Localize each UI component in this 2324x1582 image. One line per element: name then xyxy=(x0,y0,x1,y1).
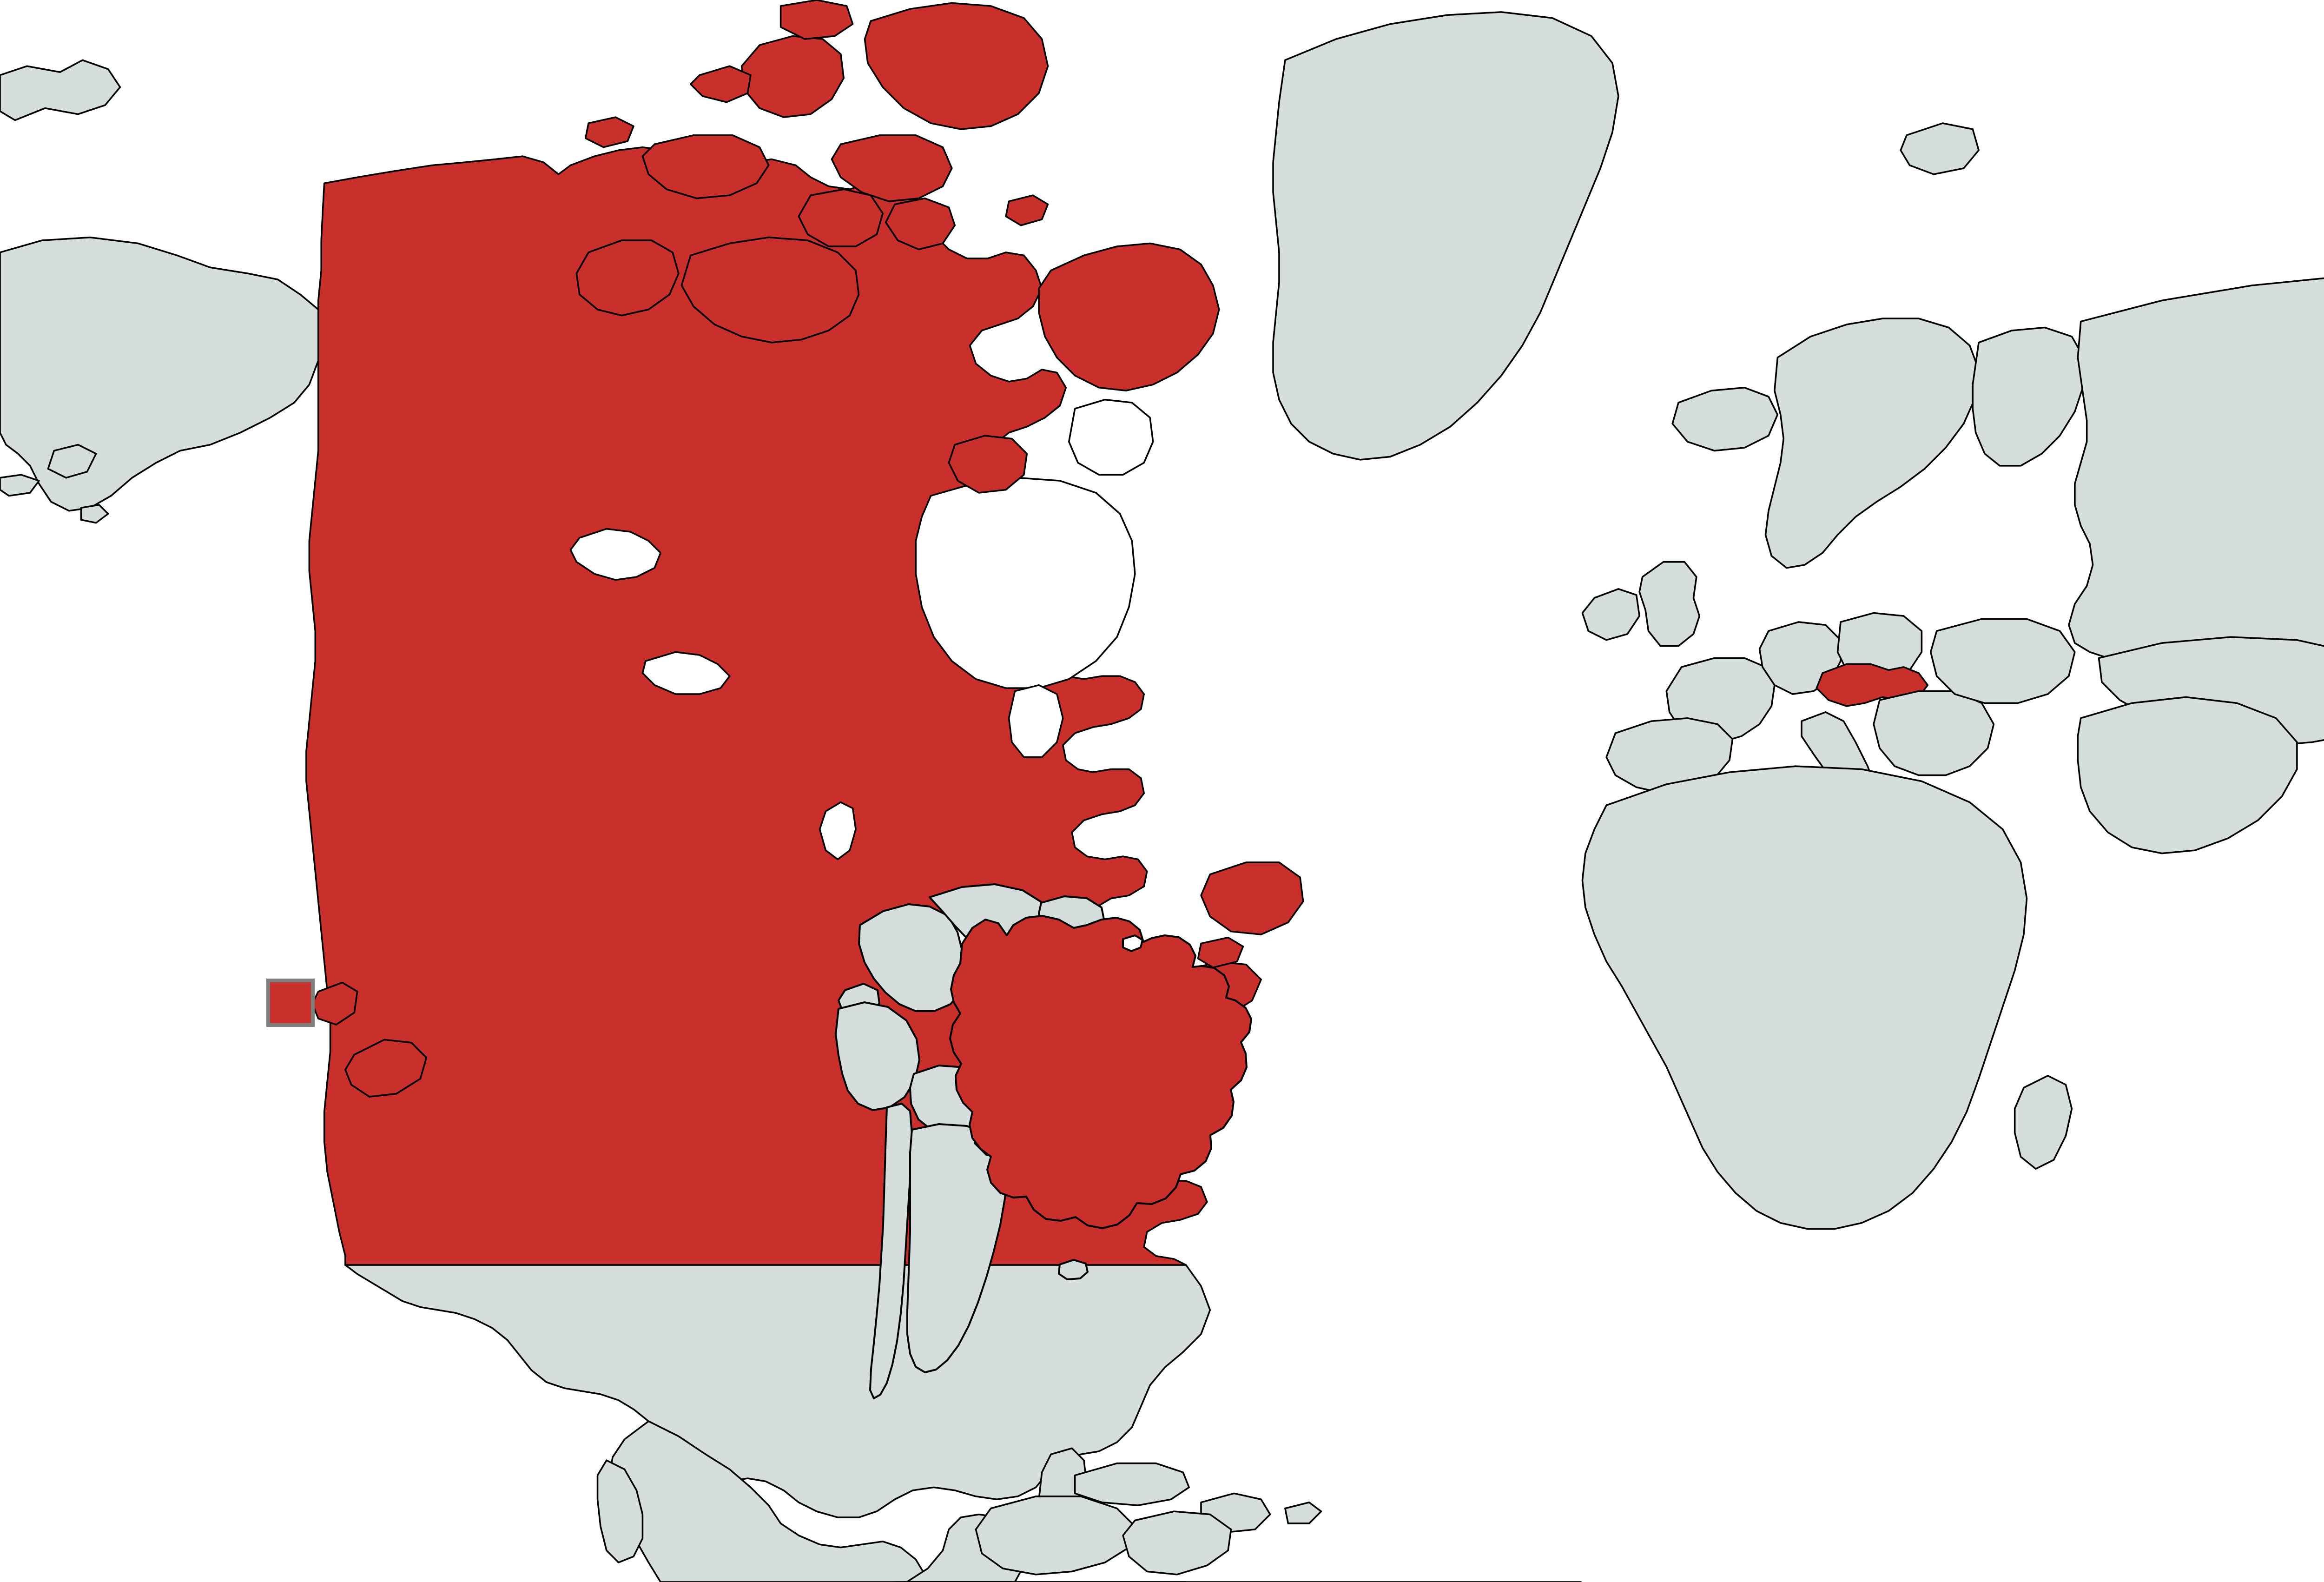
canada-small-isl-2[interactable] xyxy=(690,65,752,103)
island-falklands[interactable] xyxy=(1058,1259,1089,1280)
canada-pei[interactable] xyxy=(1197,936,1244,969)
country-guyanas[interactable] xyxy=(1122,1510,1232,1575)
country-greenland[interactable] xyxy=(1272,11,1619,461)
canada-ellesmere-island[interactable] xyxy=(864,2,1049,130)
country-ukraine[interactable] xyxy=(1930,618,2076,704)
canada-devon-island[interactable] xyxy=(831,134,953,202)
country-venezuela[interactable] xyxy=(975,1496,1136,1575)
canada-vancouver-island[interactable] xyxy=(344,1039,428,1098)
country-russia-chukotka[interactable] xyxy=(0,59,121,121)
great-bear-lake xyxy=(569,528,661,581)
country-russia[interactable] xyxy=(2068,273,2324,748)
country-chile[interactable] xyxy=(869,1103,913,1399)
country-peru[interactable] xyxy=(835,1001,920,1111)
country-finland[interactable] xyxy=(1972,326,2085,467)
canada-newfoundland[interactable] xyxy=(1200,861,1304,935)
canada-small-isl-1[interactable] xyxy=(1005,194,1049,226)
canada-prince-of-wales[interactable] xyxy=(798,188,884,247)
country-scandinavia[interactable] xyxy=(1764,318,1980,569)
hudson-bay xyxy=(915,477,1136,689)
canada-banks-island[interactable] xyxy=(575,239,680,317)
south-america-layer[interactable] xyxy=(641,665,1408,1582)
island-svalbard[interactable] xyxy=(1900,122,1980,175)
great-slave-lake xyxy=(641,651,731,695)
island-puerto-rico[interactable] xyxy=(1284,1501,1322,1524)
james-bay xyxy=(1008,684,1064,758)
canada-victoria-island[interactable] xyxy=(680,236,860,344)
alaska-island-a[interactable] xyxy=(80,504,109,524)
country-ireland[interactable] xyxy=(1581,588,1640,641)
canada-melville-island[interactable] xyxy=(641,134,770,199)
canada-southampton-island[interactable] xyxy=(948,435,1028,494)
country-brazil[interactable] xyxy=(949,915,1252,1229)
country-united-states-alaska[interactable] xyxy=(0,236,325,512)
country-middle-east[interactable] xyxy=(2077,696,2298,854)
legend-color-swatch[interactable] xyxy=(266,979,315,1027)
country-united-states[interactable] xyxy=(344,1264,1211,1518)
alaska-aleutians[interactable] xyxy=(0,474,40,497)
iceland[interactable] xyxy=(1671,387,1779,452)
foxe-basin xyxy=(1068,398,1154,476)
canada-baffin-island[interactable] xyxy=(1038,242,1220,392)
brazil-amazon-mouth xyxy=(1122,934,1143,952)
country-uk[interactable] xyxy=(1638,561,1701,647)
island-caribbean-cuba[interactable] xyxy=(1074,1462,1190,1506)
canada-somerset-island[interactable] xyxy=(885,197,956,251)
island-madagascar[interactable] xyxy=(2014,1075,2073,1170)
canada-small-isl-4[interactable] xyxy=(584,116,634,148)
canada-small-isl-3[interactable] xyxy=(779,0,854,40)
lake-winnipeg xyxy=(819,801,857,861)
continent-africa[interactable] xyxy=(1581,765,2028,1230)
mexico-baja[interactable] xyxy=(596,1459,644,1563)
